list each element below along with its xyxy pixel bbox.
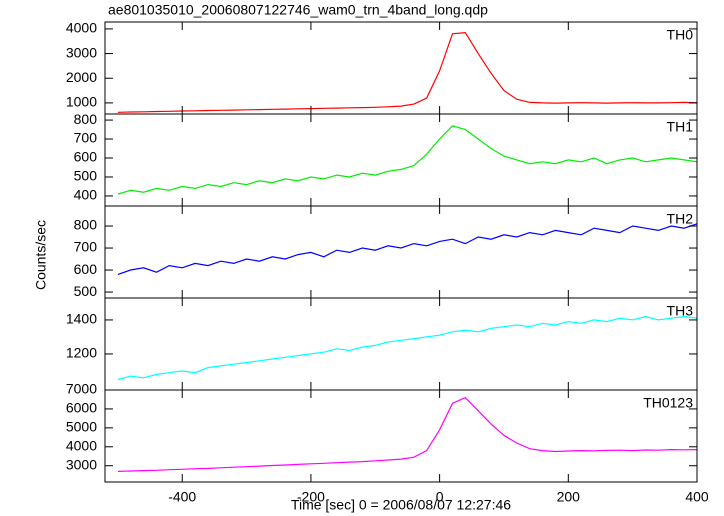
x-tick-label: -200 bbox=[297, 489, 325, 505]
y-tick-label: 600 bbox=[74, 261, 98, 277]
y-tick-label: 800 bbox=[74, 217, 98, 233]
x-tick-label: 200 bbox=[557, 489, 581, 505]
y-tick-label: 400 bbox=[74, 187, 98, 203]
y-tick-label: 6000 bbox=[66, 400, 97, 416]
y-tick-label: 7000 bbox=[66, 381, 97, 397]
x-tick-label: 400 bbox=[685, 489, 709, 505]
series-line bbox=[117, 125, 698, 195]
y-tick-label: 1200 bbox=[66, 345, 97, 361]
panel-frame bbox=[104, 21, 698, 115]
series-line bbox=[117, 396, 698, 472]
series-line bbox=[117, 31, 698, 113]
panel-label: TH0123 bbox=[643, 395, 693, 411]
y-tick-label: 800 bbox=[74, 111, 98, 127]
y-tick-label: 500 bbox=[74, 283, 98, 299]
y-tick-label: 3000 bbox=[66, 44, 97, 60]
panel-label: TH3 bbox=[667, 303, 694, 319]
panel-frame bbox=[104, 297, 698, 391]
x-tick-label: -400 bbox=[168, 489, 196, 505]
y-tick-label: 1000 bbox=[66, 94, 97, 110]
y-tick-label: 3000 bbox=[66, 456, 97, 472]
panel-frame bbox=[104, 389, 698, 483]
y-tick-label: 600 bbox=[74, 149, 98, 165]
panel-label: TH0 bbox=[667, 27, 694, 43]
y-tick-label: 4000 bbox=[66, 437, 97, 453]
panel-label: TH1 bbox=[667, 119, 694, 135]
y-tick-label: 700 bbox=[74, 239, 98, 255]
y-tick-label: 4000 bbox=[66, 20, 97, 36]
panel-frame bbox=[104, 205, 698, 299]
chart-title: ae801035010_20060807122746_wam0_trn_4ban… bbox=[108, 2, 488, 18]
series-line bbox=[117, 315, 698, 381]
y-tick-label: 1400 bbox=[66, 311, 97, 327]
panel-frame bbox=[104, 113, 698, 207]
y-tick-label: 2000 bbox=[66, 69, 97, 85]
y-axis-label: Counts/sec bbox=[33, 220, 49, 290]
panel-label: TH2 bbox=[667, 211, 694, 227]
series-line bbox=[117, 223, 698, 275]
y-tick-label: 5000 bbox=[66, 419, 97, 435]
y-tick-label: 500 bbox=[74, 168, 98, 184]
y-tick-label: 700 bbox=[74, 130, 98, 146]
x-axis-label: Time [sec] 0 = 2006/08/07 12:27:46 bbox=[291, 497, 511, 513]
x-tick-label: 0 bbox=[436, 489, 444, 505]
